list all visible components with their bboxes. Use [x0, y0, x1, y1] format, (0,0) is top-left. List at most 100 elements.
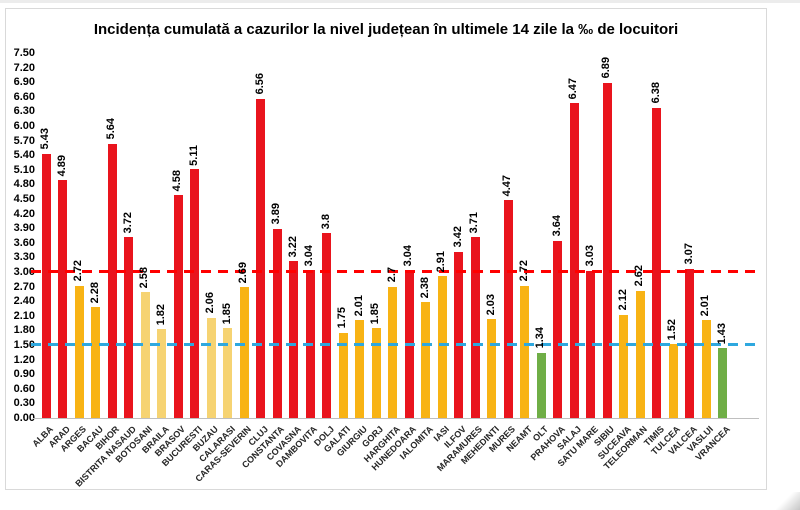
y-axis-tick-label: 0.00 — [13, 412, 35, 424]
y-axis-tick-label: 7.50 — [13, 47, 35, 59]
bar-tulcea — [668, 344, 678, 418]
y-axis-tick-label: 6.90 — [13, 76, 35, 89]
threshold-1-5-line — [31, 343, 755, 346]
bar-timis — [652, 107, 662, 418]
y-axis-tick-label: 4.50 — [13, 193, 35, 205]
y-axis-tick-label: 0.30 — [13, 397, 35, 410]
bar-ilfov — [454, 251, 464, 418]
bar-value-label-braila: 1.82 — [154, 304, 167, 326]
bar-value-label-giurgiu: 2.01 — [352, 294, 365, 317]
bar-value-label-ialomita: 2.38 — [418, 276, 431, 299]
bar-value-label-constanta: 3.89 — [270, 203, 283, 225]
bar-brasov — [173, 195, 183, 418]
y-axis-tick-label: 3.00 — [13, 266, 35, 278]
bar-value-label-prahova: 3.64 — [550, 215, 563, 237]
bar-value-label-suceava: 2.12 — [616, 289, 629, 311]
bar-dolj — [322, 233, 332, 418]
y-axis-tick-label: 1.20 — [13, 353, 35, 366]
bar-value-label-salaj: 6.47 — [567, 77, 580, 100]
bar-value-label-bacau: 2.28 — [88, 281, 101, 304]
bar-bistrita-nasaud — [124, 236, 134, 418]
y-axis-tick-label: 0.90 — [13, 368, 35, 381]
bar-suceava — [619, 314, 629, 418]
bar-value-label-bucuresti: 5.11 — [187, 144, 200, 166]
bar-galati — [338, 332, 348, 418]
bar-value-label-dolj: 3.8 — [319, 213, 332, 230]
chart-title: Incidența cumulată a cazurilor la nivel … — [93, 21, 679, 38]
y-axis-tick-label: 4.20 — [13, 207, 35, 220]
bar-value-label-vaslui: 2.01 — [699, 294, 712, 317]
bar-value-label-maramures: 3.71 — [468, 212, 481, 234]
bar-value-label-satu-mare: 3.03 — [583, 245, 596, 267]
bar-braila — [157, 329, 167, 418]
bar-value-label-ilfov: 3.42 — [451, 226, 464, 248]
bar-vaslui — [701, 320, 711, 418]
y-axis-tick-label: 5.70 — [13, 134, 35, 147]
y-axis-tick-label: 5.10 — [13, 163, 35, 176]
bar-value-label-timis: 6.38 — [649, 82, 662, 104]
page-corner-shadow — [776, 492, 800, 510]
bar-value-label-iasi: 2.91 — [435, 250, 448, 273]
bar-value-label-arges: 2.72 — [72, 260, 85, 282]
window-top-edge — [0, 0, 800, 3]
bar-value-label-gorj: 1.85 — [369, 302, 382, 324]
bar-value-label-dambovita: 3.04 — [303, 244, 316, 267]
bar-vrancea — [718, 348, 728, 418]
bar-value-label-harghita: 2.7 — [385, 267, 398, 283]
bar-ialomita — [421, 302, 431, 418]
bar-value-label-sibiu: 6.89 — [600, 57, 613, 79]
bar-value-label-covasna: 3.22 — [286, 235, 299, 258]
bar-value-label-valcea: 3.07 — [682, 243, 695, 265]
bar-maramures — [470, 237, 480, 418]
y-axis-tick-label: 4.80 — [13, 178, 35, 191]
bar-value-label-mures: 4.47 — [501, 175, 514, 197]
bar-mures — [503, 200, 513, 418]
bar-value-label-brasov: 4.58 — [171, 169, 184, 192]
bar-olt — [536, 352, 546, 418]
y-axis-tick-label: 3.90 — [13, 222, 35, 235]
bar-salaj — [569, 103, 579, 418]
y-axis-tick-label: 5.40 — [13, 149, 35, 162]
bar-botosani — [140, 292, 150, 418]
chart-frame: Incidența cumulată a cazurilor la nivel … — [5, 8, 767, 490]
y-axis-tick-label: 0.60 — [13, 382, 35, 395]
plot-area: 5.43 4.89 2.72 2.28 5.64 3.72 2.58 1.82 4.58 5.11… — [31, 53, 759, 419]
bar-cluj — [256, 98, 266, 418]
bar-teleorman — [635, 290, 645, 418]
y-axis-tick-label: 2.70 — [13, 280, 35, 293]
bar-iasi — [437, 276, 447, 418]
bar-mehedinti — [487, 319, 497, 418]
bar-value-label-alba: 5.43 — [39, 128, 51, 150]
bar-alba — [41, 153, 51, 418]
bar-value-label-botosani: 2.58 — [138, 267, 151, 289]
bar-bihor — [107, 143, 117, 418]
bar-value-label-olt: 1.34 — [534, 327, 547, 349]
bar-value-label-teleorman: 2.62 — [633, 265, 646, 287]
bar-value-label-tulcea: 1.52 — [666, 318, 679, 341]
bar-bucuresti — [190, 169, 200, 418]
y-axis-tick-label: 2.10 — [13, 309, 35, 322]
y-axis-tick-label: 1.80 — [13, 324, 35, 337]
y-axis-tick-label: 7.20 — [13, 61, 35, 74]
y-axis-tick-label: 3.30 — [13, 251, 35, 264]
bar-buzau — [206, 317, 216, 418]
bar-giurgiu — [355, 320, 365, 418]
bar-caras-severin — [239, 287, 249, 418]
bar-sibiu — [602, 82, 612, 418]
bar-value-label-arad: 4.89 — [55, 154, 68, 177]
bar-value-label-cluj: 6.56 — [253, 73, 266, 95]
y-axis-tick-label: 6.60 — [13, 90, 35, 103]
bar-neamt — [520, 285, 530, 418]
bar-value-label-galati: 1.75 — [336, 307, 349, 329]
bar-value-label-bistrita-nasaud: 3.72 — [121, 211, 134, 233]
bar-value-label-mehedinti: 2.03 — [484, 293, 497, 316]
bar-arad — [58, 180, 67, 418]
bar-value-label-vrancea: 1.43 — [715, 323, 728, 345]
bar-calarasi — [223, 327, 233, 418]
bar-bacau — [91, 307, 101, 418]
bar-value-label-buzau: 2.06 — [204, 292, 217, 314]
bar-value-label-hunedoara: 3.04 — [402, 244, 415, 267]
bar-prahova — [553, 240, 563, 418]
bar-value-label-caras-severin: 2.69 — [237, 261, 250, 284]
